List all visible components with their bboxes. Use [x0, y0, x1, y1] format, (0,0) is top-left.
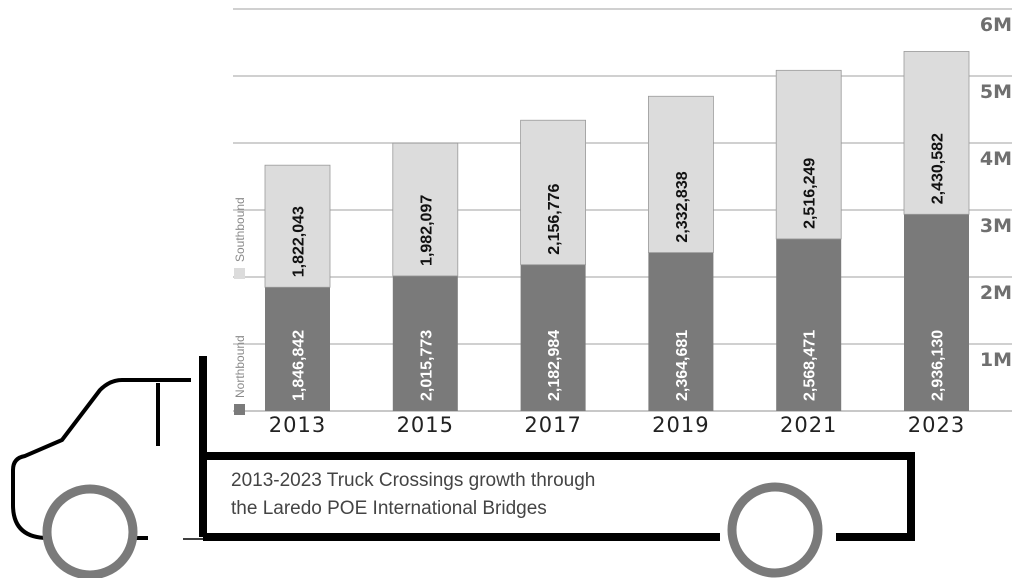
bar-northbound-2019 — [648, 252, 714, 411]
bar-northbound-2017 — [520, 264, 586, 411]
x-tick-label: 2015 — [397, 413, 454, 437]
data-label-southbound-2013: 1,822,043 — [291, 206, 308, 277]
chart-title: 2013-2023 Truck Crossings growth through… — [231, 470, 601, 519]
legend-label-northbound: Northbound — [233, 335, 247, 398]
truck-cab-outline — [11, 378, 191, 540]
bar-southbound-2019 — [648, 95, 714, 253]
data-label-northbound-2023: 2,936,130 — [930, 330, 947, 401]
bar-stacks: 1,846,842 1,822,043 2,015,773 1,982,097 2,18… — [264, 51, 970, 411]
chart-title-line-2: the Laredo POE International Bridges — [231, 498, 547, 519]
data-label-southbound-2021: 2,516,249 — [802, 158, 819, 229]
x-tick-label: 2013 — [269, 413, 326, 437]
data-label-northbound-2013: 1,846,842 — [291, 330, 308, 401]
data-label-northbound-2019: 2,364,681 — [674, 330, 691, 401]
bar-southbound-2021 — [775, 69, 842, 240]
data-label-northbound-2015: 2,015,773 — [418, 330, 435, 401]
x-tick-label: 2017 — [524, 413, 581, 437]
bar-northbound-2021 — [776, 238, 842, 411]
x-axis-labels: 2013 2015 2017 2019 2021 2023 — [269, 413, 965, 437]
front-wheel-icon — [42, 484, 138, 578]
chart-title-line-1: 2013-2023 Truck Crossings growth through — [231, 470, 595, 491]
y-tick-label: 1M — [980, 349, 1012, 371]
bar-southbound-2023 — [903, 51, 970, 215]
x-tick-label: 2021 — [780, 413, 837, 437]
data-label-southbound-2019: 2,332,838 — [674, 171, 691, 242]
legend-swatch-northbound — [234, 404, 245, 415]
bar-northbound-2023 — [904, 214, 969, 411]
legend-swatch-southbound — [234, 268, 245, 279]
data-label-northbound-2021: 2,568,471 — [802, 330, 819, 401]
y-tick-label: 3M — [980, 215, 1012, 237]
y-tick-label: 6M — [980, 14, 1012, 36]
bar-southbound-2017 — [520, 119, 586, 266]
y-tick-label: 4M — [980, 148, 1012, 170]
rear-wheel-icon — [727, 482, 823, 578]
legend-label-southbound: Southbound — [233, 197, 247, 262]
bar-southbound-2015 — [392, 142, 459, 277]
bar-southbound-2013 — [264, 164, 331, 288]
y-tick-label: 2M — [980, 282, 1012, 304]
gridlines — [233, 8, 1012, 412]
data-label-northbound-2017: 2,182,984 — [546, 330, 563, 401]
y-tick-label: 5M — [980, 81, 1012, 103]
bar-northbound-2013 — [265, 287, 330, 411]
data-label-southbound-2023: 2,430,582 — [930, 133, 947, 204]
bar-northbound-2015 — [392, 275, 458, 411]
data-label-southbound-2017: 2,156,776 — [546, 183, 563, 254]
data-label-southbound-2015: 1,982,097 — [418, 195, 435, 266]
truck-illustration-icon — [11, 356, 915, 578]
truck-trailer-outline — [203, 452, 915, 541]
x-tick-label: 2019 — [652, 413, 709, 437]
y-axis-labels: 1M 2M 3M 4M 5M 6M — [980, 14, 1012, 371]
x-tick-label: 2023 — [908, 413, 965, 437]
legend: Northbound Southbound — [233, 197, 247, 415]
